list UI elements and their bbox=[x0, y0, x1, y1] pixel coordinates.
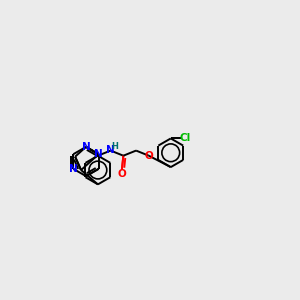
Text: Cl: Cl bbox=[179, 134, 190, 143]
Text: N: N bbox=[94, 149, 103, 159]
Text: O: O bbox=[144, 152, 153, 161]
Text: N: N bbox=[82, 142, 90, 152]
Text: N: N bbox=[106, 145, 115, 155]
Text: H: H bbox=[111, 142, 118, 151]
Text: O: O bbox=[118, 169, 126, 179]
Text: N: N bbox=[69, 164, 78, 174]
